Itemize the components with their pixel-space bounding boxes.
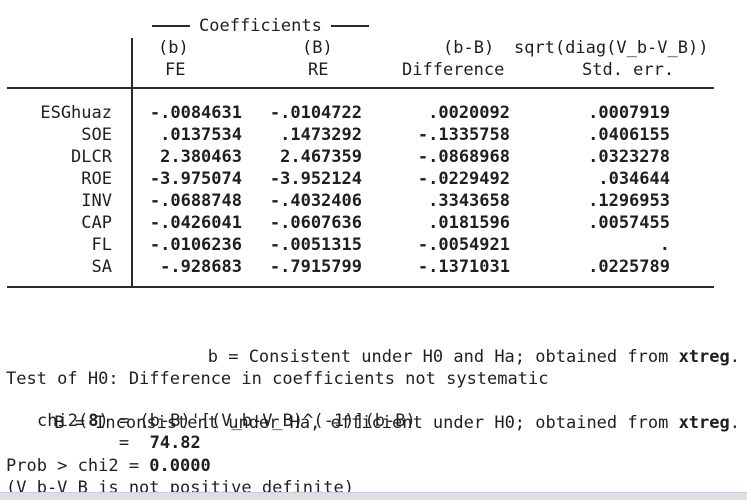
row-label: DLCR (71, 147, 112, 167)
cell-se: . (659, 235, 670, 255)
chi2-equals: = (37, 433, 150, 453)
cell-diff: -.0229492 (417, 169, 510, 189)
col-subheader-stderr: Std. err. (582, 60, 675, 80)
cell-B: -.7915799 (269, 257, 362, 277)
col-header-B: (B) (302, 38, 333, 58)
prob-line: Prob > chi2 = 0.0000 (6, 456, 211, 476)
col-subheader-fe: FE (165, 60, 186, 80)
chi2-formula-line: chi2(8) = (b-B)'[(V_b-V_B)^(-1)](b-B) (37, 411, 416, 431)
cell-b: -.928683 (160, 257, 242, 277)
cell-diff: -.0868968 (417, 147, 510, 167)
note-b-command: xtreg (678, 347, 730, 367)
col-header-se: sqrt(diag(V_b-V_B)) (514, 38, 709, 58)
note-b-text: b = Consistent under H0 and Ha; obtained… (207, 347, 679, 367)
cell-diff: .3343658 (428, 191, 510, 211)
row-label: ESGhuaz (40, 103, 112, 123)
cell-diff: .0181596 (428, 213, 510, 233)
row-label: INV (81, 191, 112, 211)
cell-diff: .0020092 (428, 103, 510, 123)
coefficients-label: Coefficients (199, 16, 322, 36)
cell-b: -3.975074 (149, 169, 242, 189)
chi2-label: chi2( (37, 411, 89, 431)
table-row: DLCR 2.380463 2.467359 -.0868968 .032327… (0, 146, 747, 168)
row-label: CAP (81, 213, 112, 233)
window-edge-strip (0, 492, 747, 500)
col-subheader-difference: Difference (402, 60, 505, 80)
cell-b: -.0688748 (149, 191, 242, 211)
cell-B: -3.952124 (269, 169, 362, 189)
cell-b: -.0106236 (149, 235, 242, 255)
cell-B: -.0104722 (269, 103, 362, 123)
cell-se: .0323278 (588, 147, 670, 167)
right-dash-rule (330, 25, 369, 27)
cell-se: .0406155 (588, 125, 670, 145)
col-subheader-re: RE (308, 60, 329, 80)
table-top-rule (7, 87, 714, 89)
cell-se: .0007919 (588, 103, 670, 123)
cell-diff: -.1371031 (417, 257, 510, 277)
cell-b: .0137534 (160, 125, 242, 145)
table-row: SA -.928683 -.7915799 -.1371031 .0225789 (0, 256, 747, 278)
coefficients-header: Coefficients (152, 16, 369, 36)
table-bottom-rule (7, 286, 714, 288)
note-B-command: xtreg (678, 413, 730, 433)
row-label: SOE (81, 125, 112, 145)
prob-value: 0.0000 (149, 456, 211, 476)
note-B-text: B = Inconsistent under Ha, efficient und… (54, 413, 679, 433)
table-row: INV -.0688748 -.4032406 .3343658 .129695… (0, 190, 747, 212)
note-b-period: . (729, 347, 740, 367)
cell-B: .1473292 (280, 125, 362, 145)
cell-B: -.0051315 (269, 235, 362, 255)
note-B: B = Inconsistent under Ha, efficient und… (54, 412, 740, 434)
cell-diff: -.1335758 (417, 125, 510, 145)
table-row: CAP -.0426041 -.0607636 .0181596 .005745… (0, 212, 747, 234)
test-title: Test of H0: Difference in coefficients n… (6, 369, 549, 389)
table-row: ESGhuaz -.0084631 -.0104722 .0020092 .00… (0, 102, 747, 124)
chi2-value-line: = 74.82 (37, 433, 201, 453)
left-dash-rule (152, 25, 190, 27)
cell-se: .0225789 (588, 257, 670, 277)
cell-B: 2.467359 (280, 147, 362, 167)
table-row: SOE .0137534 .1473292 -.1335758 .0406155 (0, 124, 747, 146)
row-label: ROE (81, 169, 112, 189)
chi2-df-value: 8 (88, 411, 99, 431)
cell-B: -.0607636 (269, 213, 362, 233)
cell-diff: -.0054921 (417, 235, 510, 255)
cell-se: .1296953 (588, 191, 670, 211)
cell-b: -.0426041 (149, 213, 242, 233)
chi2-statistic-value: 74.82 (149, 433, 201, 453)
prob-label: Prob > chi2 = (6, 456, 150, 476)
cell-se: .0057455 (588, 213, 670, 233)
chi2-formula: ) = (b-B)'[(V_b-V_B)^(-1)](b-B) (98, 411, 416, 431)
row-label: FL (91, 235, 112, 255)
cell-b: 2.380463 (160, 147, 242, 167)
row-label: SA (91, 257, 112, 277)
cell-se: .034644 (598, 169, 670, 189)
table-row: ROE -3.975074 -3.952124 -.0229492 .03464… (0, 168, 747, 190)
cell-B: -.4032406 (269, 191, 362, 211)
cell-b: -.0084631 (149, 103, 242, 123)
note-b: b = Consistent under H0 and Ha; obtained… (54, 346, 740, 368)
table-row: FL -.0106236 -.0051315 -.0054921 . (0, 234, 747, 256)
table-notes: b = Consistent under H0 and Ha; obtained… (54, 302, 740, 478)
table-divider-bar (131, 38, 133, 288)
note-B-period: . (729, 413, 740, 433)
hausman-table-body: ESGhuaz -.0084631 -.0104722 .0020092 .00… (0, 102, 747, 278)
col-header-b: (b) (158, 38, 189, 58)
col-header-diff: (b-B) (443, 38, 495, 58)
